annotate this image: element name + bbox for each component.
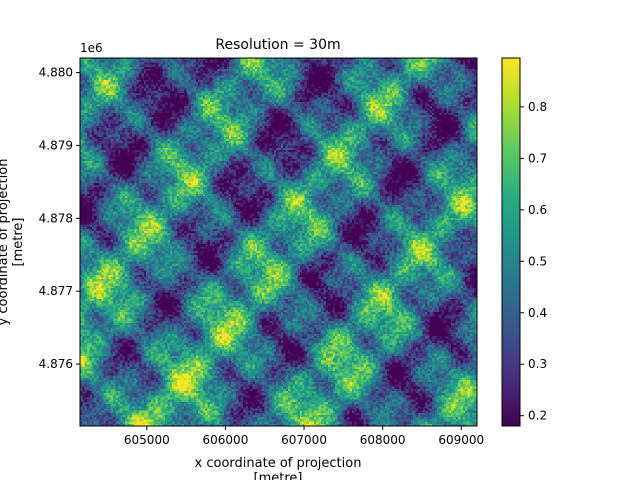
colorbar-tick-label: 0.6 xyxy=(528,203,547,217)
colorbar-tick-label: 0.4 xyxy=(528,306,547,320)
y-tick-label: 4.879 xyxy=(39,138,73,152)
colorbar xyxy=(501,57,521,427)
colorbar-tick-label: 0.8 xyxy=(528,100,547,114)
x-axis-label-line1: x coordinate of projection xyxy=(195,456,362,471)
x-tick-label: 608000 xyxy=(360,433,406,447)
y-tick-label: 4.880 xyxy=(39,66,73,80)
chart-title: Resolution = 30m xyxy=(215,37,340,53)
colorbar-tick-label: 0.2 xyxy=(528,409,547,423)
y-tick-label: 4.878 xyxy=(39,211,73,225)
y-axis-label-line1: y coordinate of projection xyxy=(0,159,11,326)
y-offset-label: 1e6 xyxy=(80,41,103,55)
x-tick-label: 607000 xyxy=(281,433,327,447)
colorbar-tick-label: 0.7 xyxy=(528,151,547,165)
x-axis-label-line2: [metre] xyxy=(254,471,303,480)
colorbar-tick-label: 0.5 xyxy=(528,254,547,268)
x-tick-label: 606000 xyxy=(203,433,249,447)
y-tick-label: 4.877 xyxy=(39,284,73,298)
heatmap-image xyxy=(80,58,477,426)
x-axis-ticks: 605000 606000 607000 608000 609000 xyxy=(124,426,484,447)
y-axis-label: y coordinate of projection [metre] xyxy=(0,159,26,326)
y-axis-label-line2: [metre] xyxy=(11,218,26,267)
x-tick-label: 605000 xyxy=(124,433,170,447)
colorbar-ticks: 0.2 0.3 0.4 0.5 0.6 0.7 0.8 xyxy=(520,100,547,423)
colorbar-tick-label: 0.3 xyxy=(528,357,547,371)
y-axis-ticks: 4.876 4.877 4.878 4.879 4.880 xyxy=(39,66,80,371)
plot-frame xyxy=(79,57,478,427)
y-tick-label: 4.876 xyxy=(39,357,73,371)
heatmap-raster xyxy=(80,58,477,426)
x-tick-label: 609000 xyxy=(438,433,484,447)
